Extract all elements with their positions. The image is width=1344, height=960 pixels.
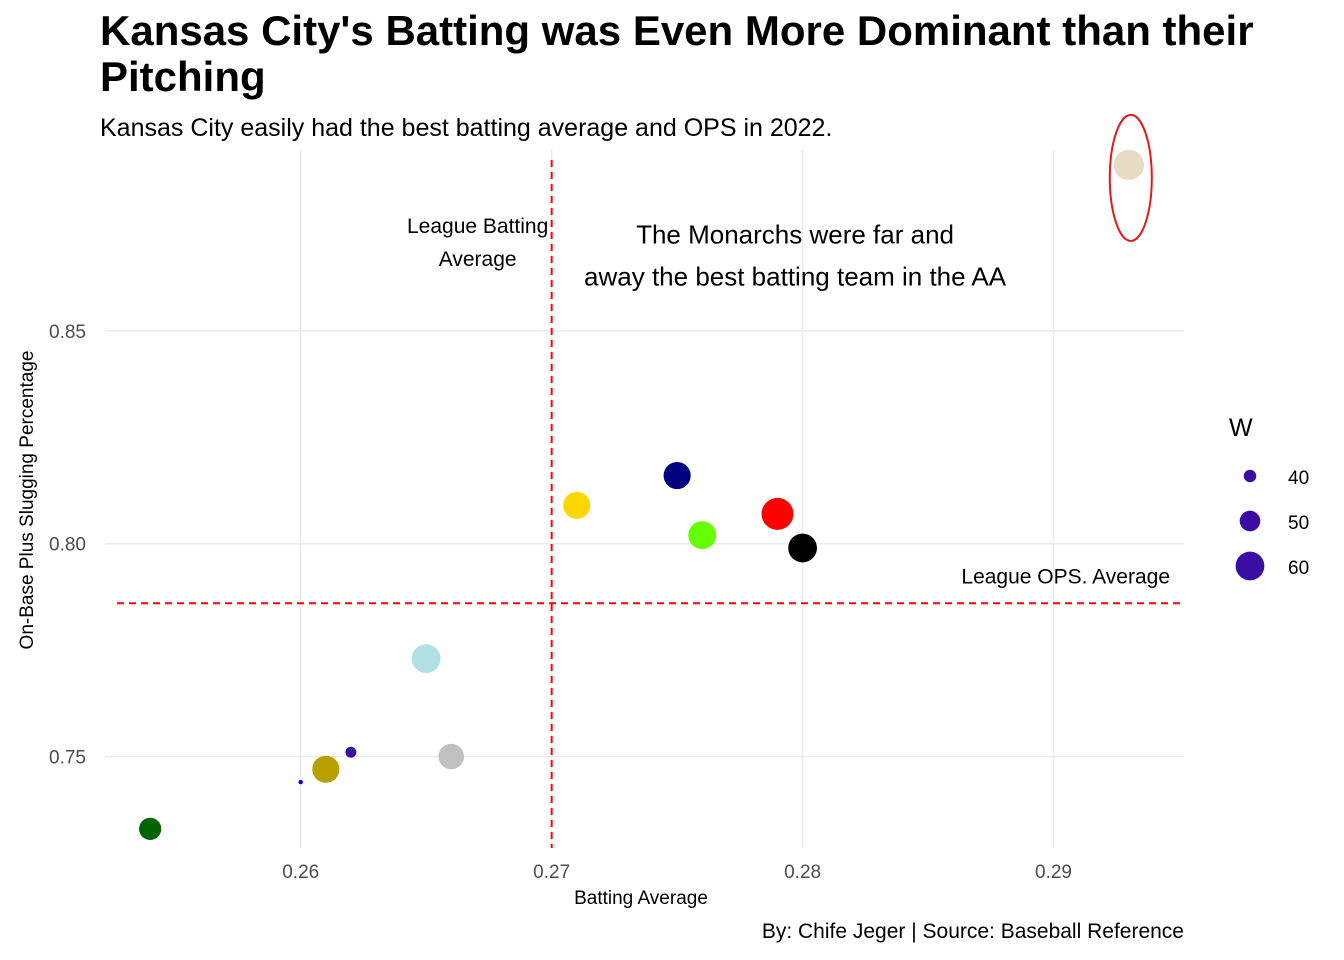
grid-lines — [105, 150, 1184, 848]
data-point — [761, 497, 794, 530]
highlight-marker — [1108, 113, 1153, 242]
legend-key — [1239, 510, 1261, 532]
x-tick-label: 0.26 — [282, 862, 319, 883]
y-tick-label: 0.75 — [49, 747, 86, 768]
data-point — [1113, 149, 1144, 181]
y-tick-label: 0.85 — [49, 322, 86, 343]
chart-title: Kansas City's Batting was Even More Domi… — [100, 7, 1254, 100]
data-point — [312, 755, 340, 783]
ops-reference-label: League OPS. Average — [961, 565, 1170, 588]
data-point — [788, 533, 817, 563]
annotations: League Batting Average League OPS. Average… — [407, 215, 1170, 588]
data-point — [345, 746, 357, 758]
axis-ticks: 0.26 0.27 0.28 0.29 0.75 0.80 0.85 — [49, 322, 1072, 883]
data-point — [438, 743, 465, 770]
legend-label: 60 — [1288, 558, 1309, 579]
data-point — [688, 521, 717, 550]
legend-label: 50 — [1288, 513, 1309, 534]
legend: W 40 50 60 — [1229, 414, 1309, 581]
legend-key — [1243, 469, 1257, 483]
caption: By: Chife Jeger | Source: Baseball Refer… — [761, 920, 1184, 943]
y-axis-label: On-Base Plus Slugging Percentage — [17, 351, 38, 650]
data-point — [139, 817, 162, 840]
reference-lines — [117, 160, 1182, 848]
data-point — [563, 491, 591, 519]
data-point — [411, 644, 441, 673]
x-axis-label: Batting Average — [574, 888, 708, 909]
monarchs-annotation: The Monarchs were far and away the best b… — [584, 220, 1007, 292]
x-tick-label: 0.27 — [533, 862, 570, 883]
data-point — [663, 462, 691, 490]
chart-subtitle: Kansas City easily had the best batting … — [100, 114, 833, 142]
legend-title: W — [1229, 414, 1253, 442]
data-point — [298, 779, 303, 785]
x-tick-label: 0.29 — [1035, 862, 1072, 883]
x-tick-label: 0.28 — [784, 862, 821, 883]
y-tick-label: 0.80 — [49, 535, 86, 556]
legend-label: 40 — [1288, 468, 1309, 489]
legend-key — [1235, 551, 1265, 581]
highlight-ellipse — [1108, 113, 1153, 242]
data-points — [139, 149, 1144, 840]
batting-average-reference-label: League Batting Average — [407, 215, 548, 271]
